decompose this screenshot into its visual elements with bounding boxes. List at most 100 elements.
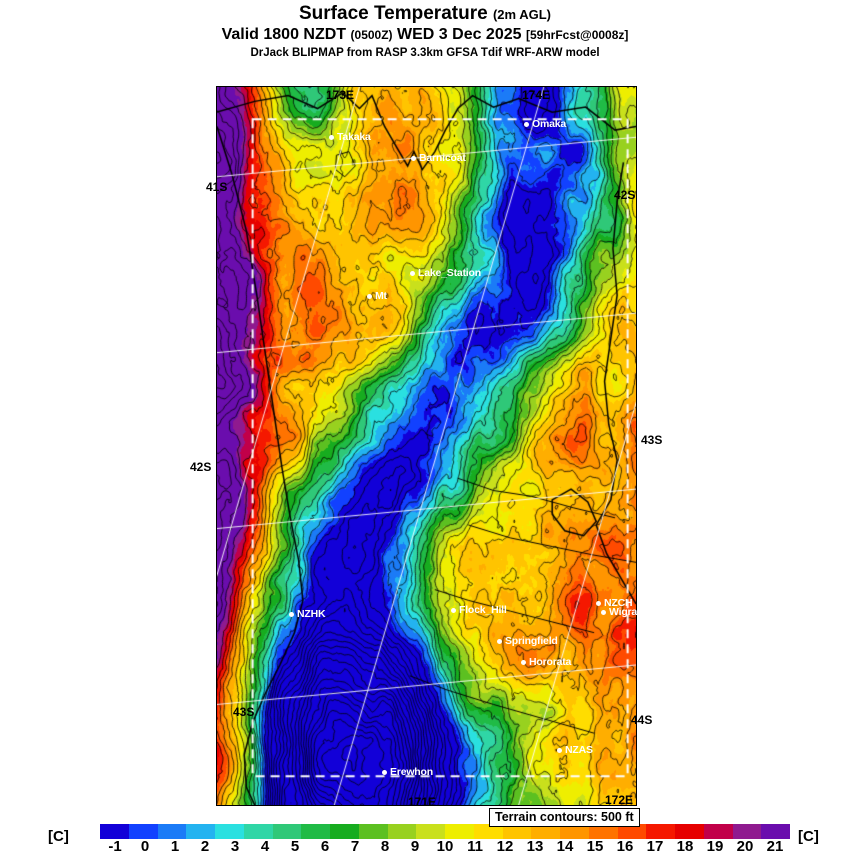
station-label: NZHK [297,608,326,620]
lat-label-43s-right: 43S [641,433,663,447]
model-source-line: DrJack BLIPMAP from RASP 3.3km GFSA Tdif… [250,46,600,59]
colorbar-tick: 18 [676,838,694,855]
station-marker-icon [329,134,334,140]
station-takaka[interactable]: Takaka [329,131,371,143]
lon-label-172e-bottom: 172E [605,793,634,807]
station-label: Lake_Station [418,267,481,279]
colorbar-swatch [732,824,762,839]
station-label: Hororata [529,656,572,668]
colorbar: [C] [C] -1 0 1 2 3 4 5 6 7 8 9 10 11 12 13 14 15 16 17 18 19… [0,824,850,860]
colorbar-swatch [358,824,388,839]
colorbar-swatch [473,824,503,839]
station-flock-hill[interactable]: Flock_Hill [451,604,507,616]
colorbar-tick: 4 [260,838,270,855]
lon-label-171e-bottom: 171E [408,795,437,809]
station-lake-station[interactable]: Lake_Station [410,267,481,279]
station-marker-icon [524,121,529,127]
colorbar-swatch [416,824,445,839]
lat-label-42s-right: 42S [614,188,636,202]
colorbar-tick: 14 [556,838,574,855]
colorbar-tick: 13 [526,838,544,855]
station-label: Omaka [532,118,567,130]
colorbar-tick: 20 [736,838,754,855]
lat-label-44s-right: 44S [631,713,653,727]
colorbar-tick: 6 [320,838,330,855]
terrain-contour-legend: Terrain contours: 500 ft [489,808,640,827]
colorbar-swatch [128,824,158,839]
valid-zulu: (0500Z) [350,27,393,42]
lat-label-43s-left: 43S [233,705,255,719]
title-main-suffix: (2m AGL) [492,7,551,22]
station-wigram[interactable]: Wigram [601,606,646,618]
lon-label-174e-top: 174E [522,88,551,102]
colorbar-tick: 17 [646,838,664,855]
temperature-map[interactable] [216,86,637,806]
station-label: Mt [375,290,387,302]
colorbar-swatch [761,824,790,839]
station-marker-icon [521,659,526,665]
station-nzch[interactable]: NZCH [596,597,633,609]
colorbar-swatch [502,824,532,839]
colorbar-swatch [387,824,417,839]
colorbar-swatch [588,824,618,839]
colorbar-swatch [560,824,589,839]
station-omaka[interactable]: Omaka [524,118,566,130]
colorbar-tick: 12 [496,838,514,855]
station-erewhon[interactable]: Erewhon [382,766,433,778]
colorbar-tick: 1 [170,838,180,855]
station-marker-icon [596,600,601,606]
colorbar-swatch [186,824,215,839]
colorbar-tick-labels: -1 0 1 2 3 4 5 6 7 8 9 10 11 12 13 14 15 16 17 18 19 20 21 [100,838,790,860]
station-marker-icon [601,609,606,615]
colorbar-tick: 0 [140,838,150,855]
colorbar-tick: 5 [290,838,300,855]
forecast-tag: [59hrFcst@0008z] [525,27,629,42]
colorbar-tick: 19 [706,838,724,855]
colorbar-swatch [703,824,733,839]
lon-label-173e-top: 173E [326,88,355,102]
colorbar-swatch [272,824,302,839]
station-label: Springfield [505,635,558,647]
title-main: Surface Temperature [299,3,488,24]
page-title: Surface Temperature (2m AGL) [0,4,850,24]
station-hororata[interactable]: Hororata [521,656,571,668]
station-nzas[interactable]: NZAS [557,744,593,756]
colorbar-unit-left: [C] [48,828,69,845]
valid-date: WED 3 Dec 2025 [397,25,522,43]
colorbar-tick: 2 [200,838,210,855]
station-marker-icon [382,769,387,775]
title-block: Surface Temperature (2m AGL) Valid 1800 … [0,0,850,59]
station-marker-icon [451,607,456,613]
station-label: Wigram [609,606,647,618]
colorbar-gradient [100,824,790,839]
station-label: Flock_Hill [459,604,507,616]
colorbar-tick: 21 [766,838,784,855]
colorbar-tick: 15 [586,838,604,855]
station-springfield[interactable]: Springfield [497,635,558,647]
station-nzhk[interactable]: NZHK [289,608,326,620]
station-marker-icon [289,611,294,617]
colorbar-tick: 3 [230,838,240,855]
colorbar-tick: 9 [410,838,420,855]
station-marker-icon [497,638,502,644]
colorbar-unit-right: [C] [798,828,819,845]
colorbar-swatch [330,824,359,839]
lat-label-42s-left: 42S [190,460,212,474]
station-mt[interactable]: Mt [367,290,387,302]
colorbar-swatch [675,824,704,839]
colorbar-tick: 16 [616,838,634,855]
valid-time-line: Valid 1800 NZDT (0500Z) WED 3 Dec 2025 [… [0,25,850,44]
station-barnicoat[interactable]: Barnicoat [411,152,466,164]
colorbar-swatch [157,824,187,839]
colorbar-swatch [215,824,244,839]
station-marker-icon [367,293,372,299]
colorbar-swatch [100,824,129,839]
colorbar-swatch [646,824,675,839]
colorbar-swatch [243,824,273,839]
station-marker-icon [410,270,415,276]
colorbar-tick: 10 [436,838,454,855]
station-marker-icon [557,747,562,753]
station-marker-icon [411,155,416,161]
colorbar-tick: 8 [380,838,390,855]
station-label: Takaka [337,131,371,143]
